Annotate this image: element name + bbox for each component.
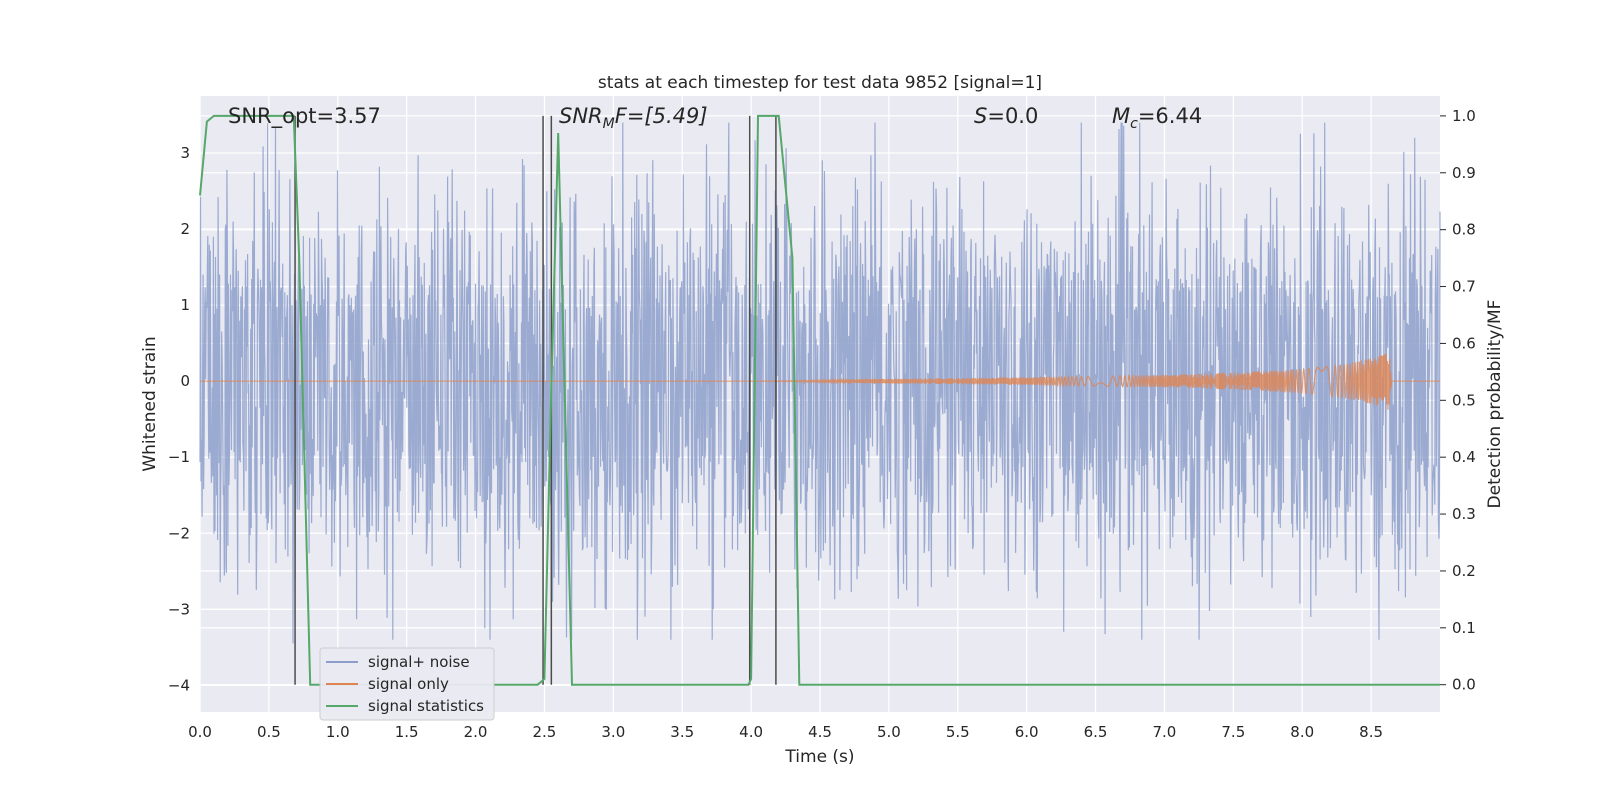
y-axis-label: Whitened strain <box>140 336 160 471</box>
legend-label-signal-only: signal only <box>368 675 449 693</box>
chart-title: stats at each timestep for test data 985… <box>598 73 1042 93</box>
y-tick-label: 1 <box>180 296 190 314</box>
x-tick-label: 7.0 <box>1153 723 1177 741</box>
y-tick-label: −2 <box>168 524 190 542</box>
y-tick-label: 2 <box>180 220 190 238</box>
x-tick-label: 6.5 <box>1084 723 1108 741</box>
x-tick-label: 7.5 <box>1221 723 1245 741</box>
right-y-tick-label: 1.0 <box>1452 107 1476 125</box>
signal-noise-series <box>199 122 1441 644</box>
right-y-tick-label: 0.3 <box>1452 505 1476 523</box>
right-y-tick-label: 0.6 <box>1452 334 1476 352</box>
signal-noise-line <box>199 122 1441 644</box>
x-tick-label: 8.5 <box>1359 723 1383 741</box>
legend-box <box>319 647 495 721</box>
right-y-tick-label: 0.8 <box>1452 221 1476 239</box>
x-tick-label: 8.0 <box>1290 723 1314 741</box>
y-axis-ticks: 3 2 1 0 −1 −2 −3 −4 <box>168 144 190 694</box>
annotation-mc: Mc=6.44 <box>1112 104 1202 132</box>
right-y-tick-label: 0.9 <box>1452 164 1476 182</box>
annotation-s: S=0.0 <box>974 104 1038 128</box>
x-tick-label: 0.0 <box>188 723 212 741</box>
signal-statistics-line <box>199 114 1440 686</box>
right-y-tick-label: 0.7 <box>1452 278 1476 296</box>
x-tick-label: 5.5 <box>946 723 970 741</box>
right-y-tick-label: 0.2 <box>1452 562 1476 580</box>
y-tick-label: 3 <box>180 144 190 162</box>
x-tick-label: 1.5 <box>395 723 419 741</box>
annotation-snr-mf: SNRMF=[5.49] <box>559 104 708 132</box>
legend-label-signal-noise: signal+ noise <box>368 653 470 671</box>
right-y-tick-label: 0.1 <box>1452 619 1476 637</box>
x-tick-label: 2.0 <box>464 723 488 741</box>
y-tick-label: 0 <box>180 372 190 390</box>
y-tick-label: −4 <box>168 676 190 694</box>
signal-only-line <box>200 353 1440 410</box>
x-tick-label: 5.0 <box>877 723 901 741</box>
x-tick-label: 3.0 <box>601 723 625 741</box>
right-y-tick-label: 0.5 <box>1452 391 1476 409</box>
legend: signal+ noise signal only signal statist… <box>319 647 495 721</box>
annotation-snr-opt: SNR_opt=3.57 <box>228 104 381 129</box>
x-tick-label: 4.5 <box>808 723 832 741</box>
signal-only-series <box>200 353 1440 410</box>
right-y-tick-label: 0.0 <box>1452 676 1476 694</box>
right-y-tick-label: 0.4 <box>1452 448 1476 466</box>
x-tick-label: 0.5 <box>257 723 281 741</box>
y-tick-label: −3 <box>168 600 190 618</box>
x-axis-label: Time (s) <box>784 747 854 767</box>
right-y-axis-ticks: 1.0 0.9 0.8 0.7 0.6 0.5 0.4 0.3 0.2 0.1 0.0 <box>1440 107 1476 694</box>
x-axis-ticks: 0.0 0.5 1.0 1.5 2.0 2.5 3.0 3.5 4.0 4.5 5.0 5.5 6.0 6… <box>188 723 1383 741</box>
signal-statistics-series <box>199 114 1440 686</box>
y-tick-label: −1 <box>168 448 190 466</box>
x-tick-label: 3.5 <box>670 723 694 741</box>
legend-label-signal-statistics: signal statistics <box>368 697 484 715</box>
x-tick-label: 6.0 <box>1015 723 1039 741</box>
right-y-axis-label: Detection probability/MF <box>1485 300 1505 509</box>
x-tick-label: 2.5 <box>533 723 557 741</box>
x-tick-label: 4.0 <box>739 723 763 741</box>
x-tick-label: 1.0 <box>326 723 350 741</box>
